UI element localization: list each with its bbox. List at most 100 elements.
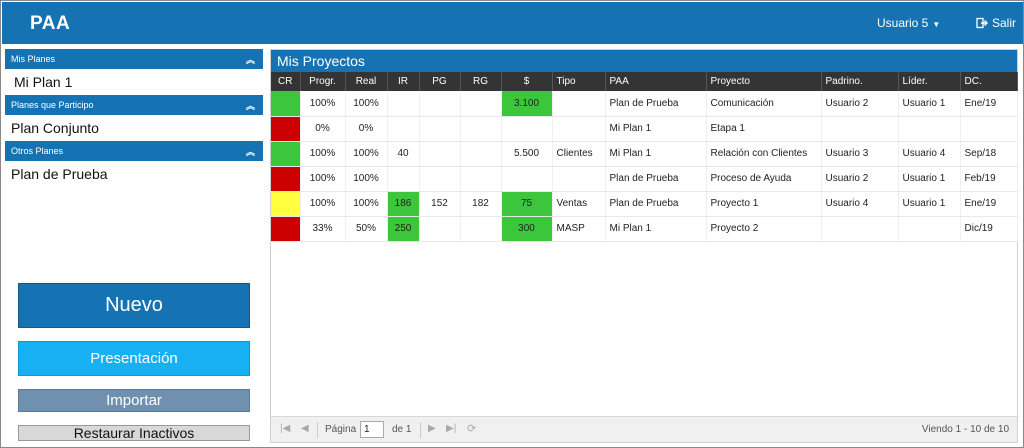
col-header-dc[interactable]: DC. — [960, 72, 1018, 91]
plan-item-mi-plan-1[interactable]: Mi Plan 1 — [14, 74, 73, 90]
cell-progr: 100% — [300, 141, 346, 167]
cell-ir — [387, 91, 420, 117]
restaurar-inactivos-button[interactable]: Restaurar Inactivos — [18, 425, 250, 441]
grid-title: Mis Proyectos — [271, 50, 1017, 72]
cell-tipo: Clientes — [552, 141, 606, 167]
cell-rg — [460, 141, 502, 167]
table-row[interactable]: 100% 100% 3.100 Plan de Prueba Comunicación U… — [271, 91, 1018, 117]
cell-paa: Plan de Prueba — [605, 166, 707, 192]
cell-lider — [898, 116, 961, 142]
refresh-icon[interactable]: ⟳ — [467, 423, 477, 435]
cell-money — [501, 166, 553, 192]
cell-progr: 100% — [300, 191, 346, 217]
cell-cr — [271, 141, 301, 167]
cell-pg — [419, 216, 461, 242]
last-page-icon[interactable]: ▶| — [446, 423, 457, 434]
cell-paa: Plan de Prueba — [605, 191, 707, 217]
section-title: Mis Planes — [11, 54, 56, 64]
section-header-otros-planes[interactable]: Otros Planes ︽ — [5, 141, 263, 161]
table-row[interactable]: 100% 100% 40 5.500 Clientes Mi Plan 1 Relación… — [271, 141, 1018, 167]
col-header-real[interactable]: Real — [345, 72, 388, 91]
cell-cr — [271, 191, 301, 217]
cell-progr: 100% — [300, 166, 346, 192]
cell-lider: Usuario 4 — [898, 141, 961, 167]
plan-item-plan-conjunto[interactable]: Plan Conjunto — [11, 120, 99, 136]
table-row[interactable]: 33% 50% 250 300 MASP Mi Plan 1 Proyecto 2 Dic/1… — [271, 216, 1018, 242]
col-header-paa[interactable]: PAA — [605, 72, 707, 91]
cell-rg — [460, 91, 502, 117]
cell-pg: 152 — [419, 191, 461, 217]
col-header-tipo[interactable]: Tipo — [552, 72, 606, 91]
section-header-mis-planes[interactable]: Mis Planes ︽ — [5, 49, 263, 69]
col-header-money[interactable]: $ — [501, 72, 553, 91]
cell-money: 5.500 — [501, 141, 553, 167]
section-title: Planes que Participo — [11, 100, 94, 110]
cell-ir: 186 — [387, 191, 420, 217]
cell-ir — [387, 166, 420, 192]
cell-progr: 33% — [300, 216, 346, 242]
importar-button[interactable]: Importar — [18, 389, 250, 412]
cell-lider: Usuario 1 — [898, 91, 961, 117]
chevron-double-up-icon[interactable]: ︽ — [245, 146, 255, 157]
prev-page-icon[interactable]: ◀ — [301, 423, 309, 434]
table-header-row: CR Progr. Real IR PG RG $ Tipo PAA Proye… — [271, 72, 1018, 91]
cell-rg — [460, 116, 502, 142]
next-page-icon[interactable]: ▶ — [428, 423, 436, 434]
cell-money — [501, 116, 553, 142]
first-page-icon[interactable]: |◀ — [280, 423, 291, 434]
cell-cr — [271, 116, 301, 142]
user-label: Usuario 5 — [877, 16, 929, 30]
logout-label: Salir — [992, 16, 1017, 30]
col-header-rg[interactable]: RG — [460, 72, 502, 91]
section-header-planes-que-participo[interactable]: Planes que Participo ︽ — [5, 95, 263, 115]
cell-money: 75 — [501, 191, 553, 217]
table-row[interactable]: 0% 0% Mi Plan 1 Etapa 1 — [271, 116, 1018, 142]
col-header-ir[interactable]: IR — [387, 72, 420, 91]
pager-divider — [317, 422, 318, 438]
user-menu[interactable]: Usuario 5 ▼ — [877, 16, 940, 30]
cell-tipo: MASP — [552, 216, 606, 242]
cell-dc: Sep/18 — [960, 141, 1018, 167]
col-header-proyecto[interactable]: Proyecto — [706, 72, 822, 91]
cell-real: 100% — [345, 91, 388, 117]
cell-padrino — [821, 116, 899, 142]
col-header-progr[interactable]: Progr. — [300, 72, 346, 91]
col-header-lider[interactable]: Líder. — [898, 72, 961, 91]
cell-rg: 182 — [460, 191, 502, 217]
col-header-pg[interactable]: PG — [419, 72, 461, 91]
cell-lider: Usuario 1 — [898, 191, 961, 217]
projects-grid: Mis Proyectos CR Progr. Real IR PG RG $ … — [270, 49, 1018, 443]
col-header-cr[interactable]: CR — [271, 72, 301, 91]
cell-lider — [898, 216, 961, 242]
app-title: PAA — [30, 13, 71, 34]
table-row[interactable]: 100% 100% Plan de Prueba Proceso de Ayuda Us… — [271, 166, 1018, 192]
plan-item-plan-de-prueba[interactable]: Plan de Prueba — [11, 166, 108, 182]
cell-dc: Feb/19 — [960, 166, 1018, 192]
cell-dc: Dic/19 — [960, 216, 1018, 242]
cell-ir: 250 — [387, 216, 420, 242]
cell-dc — [960, 116, 1018, 142]
presentacion-button[interactable]: Presentación — [18, 341, 250, 376]
chevron-double-up-icon[interactable]: ︽ — [245, 54, 255, 65]
cell-padrino: Usuario 3 — [821, 141, 899, 167]
cell-paa: Mi Plan 1 — [605, 216, 707, 242]
page-number-input[interactable] — [360, 421, 384, 438]
cell-proyecto: Comunicación — [706, 91, 822, 117]
col-header-padrino[interactable]: Padrino. — [821, 72, 899, 91]
cell-proyecto: Proyecto 2 — [706, 216, 822, 242]
cell-ir: 40 — [387, 141, 420, 167]
records-summary: Viendo 1 - 10 de 10 — [921, 424, 1009, 435]
cell-money: 300 — [501, 216, 553, 242]
chevron-double-up-icon[interactable]: ︽ — [245, 100, 255, 111]
nuevo-button[interactable]: Nuevo — [18, 283, 250, 328]
sign-out-icon — [976, 17, 988, 29]
pager: |◀ ◀ Página de 1 ▶ ▶| ⟳ Viendo 1 - 10 de… — [271, 416, 1017, 442]
table-row[interactable]: 100% 100% 186 152 182 75 Ventas Plan de Prueba P… — [271, 191, 1018, 217]
cell-money: 3.100 — [501, 91, 553, 117]
cell-paa: Mi Plan 1 — [605, 116, 707, 142]
cell-dc: Ene/19 — [960, 91, 1018, 117]
logout-button[interactable]: Salir — [976, 16, 1016, 30]
cell-lider: Usuario 1 — [898, 166, 961, 192]
section-title: Otros Planes — [11, 146, 64, 156]
